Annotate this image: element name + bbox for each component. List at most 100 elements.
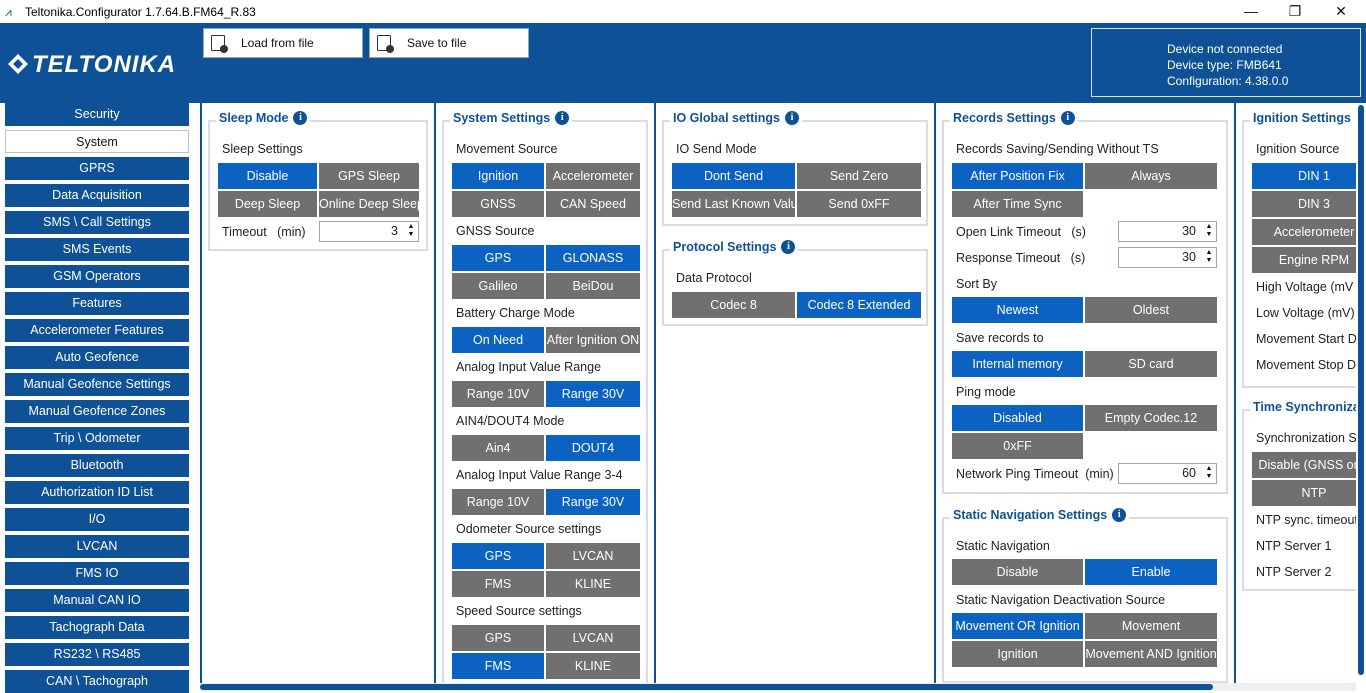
io-dont-send-option[interactable]: Dont Send: [672, 163, 795, 189]
analog-range-30v-option[interactable]: Range 30V: [546, 381, 640, 407]
speed-gps-option[interactable]: GPS: [452, 625, 544, 651]
analog-range-10v-option[interactable]: Range 10V: [452, 381, 544, 407]
gnss-glonass-option[interactable]: GLONASS: [546, 245, 640, 271]
sidebar-item-tachograph-data[interactable]: Tachograph Data: [5, 616, 189, 639]
horizontal-scrollbar[interactable]: [200, 683, 1356, 691]
io-send-0xff-option[interactable]: Send 0xFF: [797, 191, 921, 217]
network-ping-timeout-input[interactable]: 60 ▲ ▼: [1118, 463, 1217, 484]
movement-or-ignition-option[interactable]: Movement OR Ignition: [952, 613, 1083, 639]
sidebar-item-trip-odometer[interactable]: Trip \ Odometer: [5, 427, 189, 450]
codec-8-option[interactable]: Codec 8: [672, 292, 795, 318]
after-time-sync-option[interactable]: After Time Sync: [952, 191, 1083, 217]
maximize-button[interactable]: ❐: [1288, 3, 1302, 19]
deact-ignition-option[interactable]: Ignition: [952, 641, 1083, 667]
after-position-fix-option[interactable]: After Position Fix: [952, 163, 1083, 189]
sleep-online-deep-sleep-option[interactable]: Online Deep Sleep: [319, 191, 419, 217]
speed-lvcan-option[interactable]: LVCAN: [546, 625, 640, 651]
vertical-scroll-thumb[interactable]: [1358, 105, 1364, 675]
sidebar-item-data-acquisition[interactable]: Data Acquisition: [5, 184, 189, 207]
sidebar-item-rs232-rs485[interactable]: RS232 \ RS485: [5, 643, 189, 666]
deact-movement-option[interactable]: Movement: [1085, 613, 1217, 639]
sidebar-item-manual-geofence-zones[interactable]: Manual Geofence Zones: [5, 400, 189, 423]
sleep-gps-sleep-option[interactable]: GPS Sleep: [319, 163, 419, 189]
sleep-deep-sleep-option[interactable]: Deep Sleep: [218, 191, 317, 217]
info-icon[interactable]: i: [784, 111, 799, 125]
spinner-arrows-icon[interactable]: ▲ ▼: [1205, 465, 1213, 480]
vertical-scrollbar[interactable]: [1356, 103, 1366, 691]
info-icon[interactable]: i: [1112, 508, 1127, 522]
minimize-button[interactable]: —: [1244, 3, 1258, 19]
spinner-arrows-icon[interactable]: ▲ ▼: [407, 223, 415, 238]
movement-and-ignition-option[interactable]: Movement AND Ignition: [1085, 641, 1217, 667]
close-button[interactable]: ✕: [1335, 3, 1347, 19]
sidebar-item-manual-geofence-settings[interactable]: Manual Geofence Settings: [5, 373, 189, 396]
movement-accelerometer-option[interactable]: Accelerometer: [546, 163, 640, 189]
sidebar-item-gsm-operators[interactable]: GSM Operators: [5, 265, 189, 288]
sidebar-item-security[interactable]: Security: [5, 103, 189, 126]
ignition-engine-rpm-option[interactable]: Engine RPM: [1252, 247, 1366, 273]
always-option[interactable]: Always: [1085, 163, 1217, 189]
ain4-option[interactable]: Ain4: [452, 435, 544, 461]
ping-0xff-option[interactable]: 0xFF: [952, 433, 1083, 459]
battery-on-need-option[interactable]: On Need: [452, 327, 544, 353]
spinner-arrows-icon[interactable]: ▲ ▼: [1205, 223, 1213, 238]
speed-kline-option[interactable]: KLINE: [546, 653, 640, 679]
ignition-din3-option[interactable]: DIN 3: [1252, 191, 1366, 217]
sidebar-item-authorization-id-list[interactable]: Authorization ID List: [5, 481, 189, 504]
gnss-beidou-option[interactable]: BeiDou: [546, 273, 640, 299]
sidebar-item-i-o[interactable]: I/O: [5, 508, 189, 531]
sidebar-item-manual-can-io[interactable]: Manual CAN IO: [5, 589, 189, 612]
sort-oldest-option[interactable]: Oldest: [1085, 297, 1217, 323]
static-nav-enable-option[interactable]: Enable: [1085, 559, 1217, 585]
sleep-timeout-input[interactable]: 3 ▲ ▼: [319, 221, 419, 242]
horizontal-scroll-thumb[interactable]: [200, 684, 1213, 690]
analog34-range-30v-option[interactable]: Range 30V: [546, 489, 640, 515]
info-icon[interactable]: i: [293, 111, 308, 125]
sidebar-item-fms-io[interactable]: FMS IO: [5, 562, 189, 585]
save-to-file-button[interactable]: Save to file: [369, 28, 529, 58]
sidebar-item-system[interactable]: System: [5, 130, 189, 153]
sidebar-item-bluetooth[interactable]: Bluetooth: [5, 454, 189, 477]
sleep-disable-option[interactable]: Disable: [218, 163, 317, 189]
sync-ntp-option[interactable]: NTP: [1252, 480, 1366, 506]
sidebar-item-can-tachograph[interactable]: CAN \ Tachograph: [5, 670, 189, 693]
static-nav-disable-option[interactable]: Disable: [952, 559, 1083, 585]
movement-ignition-option[interactable]: Ignition: [452, 163, 544, 189]
movement-gnss-option[interactable]: GNSS: [452, 191, 544, 217]
ping-disabled-option[interactable]: Disabled: [952, 405, 1083, 431]
sort-newest-option[interactable]: Newest: [952, 297, 1083, 323]
speed-fms-option[interactable]: FMS: [452, 653, 544, 679]
battery-after-ignition-option[interactable]: After Ignition ON: [546, 327, 640, 353]
odometer-kline-option[interactable]: KLINE: [546, 571, 640, 597]
info-icon[interactable]: i: [555, 111, 570, 125]
odometer-gps-option[interactable]: GPS: [452, 543, 544, 569]
io-send-zero-option[interactable]: Send Zero: [797, 163, 921, 189]
sidebar-item-sms-events[interactable]: SMS Events: [5, 238, 189, 261]
analog34-range-10v-option[interactable]: Range 10V: [452, 489, 544, 515]
sidebar-item-sms-call-settings[interactable]: SMS \ Call Settings: [5, 211, 189, 234]
sidebar-item-accelerometer-features[interactable]: Accelerometer Features: [5, 319, 189, 342]
sidebar-item-features[interactable]: Features: [5, 292, 189, 315]
movement-can-speed-option[interactable]: CAN Speed: [546, 191, 640, 217]
io-send-last-known-option[interactable]: Send Last Known Value: [672, 191, 795, 217]
info-icon[interactable]: i: [1060, 111, 1075, 125]
spinner-arrows-icon[interactable]: ▲ ▼: [1205, 249, 1213, 264]
ignition-din1-option[interactable]: DIN 1: [1252, 163, 1366, 189]
odometer-lvcan-option[interactable]: LVCAN: [546, 543, 640, 569]
gnss-gps-option[interactable]: GPS: [452, 245, 544, 271]
sidebar-item-gprs[interactable]: GPRS: [5, 157, 189, 180]
dout4-option[interactable]: DOUT4: [546, 435, 640, 461]
ignition-accelerometer-option[interactable]: Accelerometer: [1252, 219, 1366, 245]
open-link-timeout-input[interactable]: 30 ▲ ▼: [1118, 221, 1217, 242]
load-from-file-button[interactable]: Load from file: [203, 28, 363, 58]
odometer-fms-option[interactable]: FMS: [452, 571, 544, 597]
ping-empty-codec12-option[interactable]: Empty Codec.12: [1085, 405, 1217, 431]
internal-memory-option[interactable]: Internal memory: [952, 351, 1083, 377]
sidebar-item-auto-geofence[interactable]: Auto Geofence: [5, 346, 189, 369]
gnss-galileo-option[interactable]: Galileo: [452, 273, 544, 299]
sidebar-item-lvcan[interactable]: LVCAN: [5, 535, 189, 558]
sd-card-option[interactable]: SD card: [1085, 351, 1217, 377]
info-icon[interactable]: i: [781, 240, 796, 254]
codec-8-extended-option[interactable]: Codec 8 Extended: [797, 292, 921, 318]
response-timeout-input[interactable]: 30 ▲ ▼: [1118, 247, 1217, 268]
